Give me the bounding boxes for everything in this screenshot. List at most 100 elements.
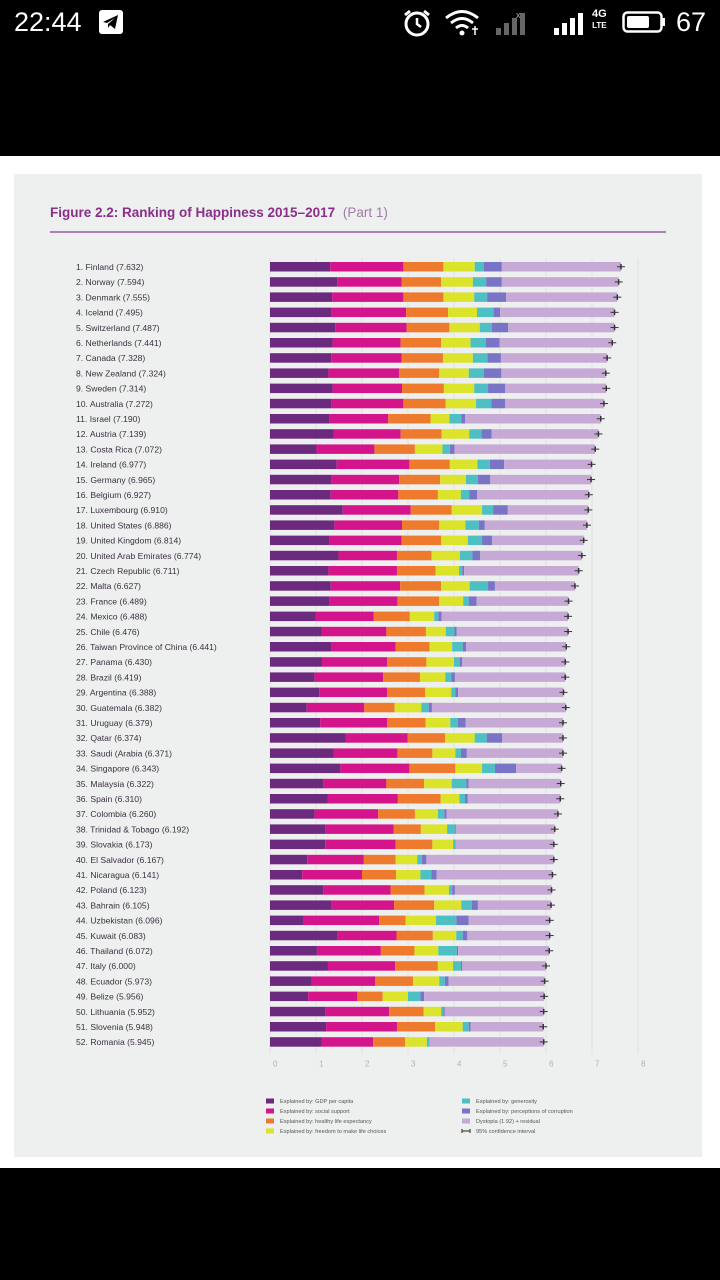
bar-segment bbox=[270, 383, 333, 394]
bar-segment bbox=[453, 839, 456, 850]
bar-segment bbox=[474, 383, 489, 394]
wifi-icon bbox=[445, 10, 479, 36]
bar-segment bbox=[459, 550, 473, 561]
bar-segment bbox=[387, 687, 426, 698]
bar-segment bbox=[316, 444, 375, 454]
country-label: 8. New Zealand (7.324) bbox=[76, 368, 166, 378]
legend-label: Explained by: social support bbox=[280, 1109, 350, 1115]
legend-swatch bbox=[462, 1108, 470, 1114]
bar-segment bbox=[464, 566, 579, 576]
bar-segment bbox=[459, 566, 463, 576]
bar-segment bbox=[474, 733, 487, 743]
bar-segment bbox=[474, 292, 488, 302]
country-label: 43. Bahrain (6.105) bbox=[76, 900, 150, 910]
bar-segment bbox=[270, 763, 341, 774]
bar-segment bbox=[329, 596, 398, 606]
bar-segment bbox=[485, 338, 500, 348]
bar-segment bbox=[494, 581, 575, 591]
bar-segment bbox=[323, 778, 387, 789]
network-type: 4G LTE bbox=[592, 8, 607, 32]
bar-segment bbox=[400, 338, 442, 348]
bar-segment bbox=[477, 474, 491, 485]
bar-segment bbox=[449, 414, 462, 424]
country-label: 47. Italy (6.000) bbox=[76, 961, 136, 971]
bar-segment bbox=[302, 870, 362, 880]
country-label: 29. Argentina (6.388) bbox=[76, 688, 156, 698]
bar-segment bbox=[461, 414, 466, 424]
bar-segment bbox=[483, 262, 502, 272]
bar-segment bbox=[462, 657, 566, 667]
bar-segment bbox=[410, 505, 452, 515]
bar-segment bbox=[270, 490, 331, 500]
bar-segment bbox=[398, 490, 438, 500]
bar-segment bbox=[449, 444, 455, 454]
bar-segment bbox=[270, 414, 330, 424]
figure-page: Figure 2.2: Ranking of Happiness 2015–20… bbox=[14, 174, 702, 1157]
bar-segment bbox=[465, 520, 479, 530]
country-label: 1. Finland (7.632) bbox=[76, 262, 143, 272]
bar-segment bbox=[482, 505, 494, 515]
bar-segment bbox=[441, 1006, 444, 1017]
bar-segment bbox=[456, 930, 463, 941]
bar-segment bbox=[270, 870, 303, 880]
bar-segment bbox=[431, 702, 566, 713]
bar-segment bbox=[333, 748, 398, 758]
bar-segment bbox=[436, 870, 553, 880]
bar-segment bbox=[434, 900, 462, 910]
bar-segment bbox=[500, 353, 608, 363]
bar-segment bbox=[363, 854, 396, 865]
bar-segment bbox=[436, 915, 457, 926]
bar-segment bbox=[382, 991, 408, 1002]
bar-segment bbox=[439, 520, 466, 530]
chart-title: Figure 2.2: Ranking of Happiness 2015–20… bbox=[50, 205, 388, 220]
country-label: 48. Ecuador (5.973) bbox=[76, 976, 152, 986]
bar-segment bbox=[330, 581, 401, 591]
network-label: 4G bbox=[592, 8, 607, 20]
bar-segment bbox=[399, 368, 440, 378]
bar-segment bbox=[329, 414, 389, 424]
bar-segment bbox=[383, 672, 420, 682]
bar-segment bbox=[456, 946, 459, 956]
bar-segment bbox=[270, 718, 321, 728]
bar-segment bbox=[396, 930, 433, 941]
bar-segment bbox=[425, 687, 452, 698]
bar-segment bbox=[270, 444, 317, 454]
bar-segment bbox=[319, 687, 388, 698]
legend-swatch bbox=[266, 1128, 274, 1134]
bar-segment bbox=[421, 702, 429, 713]
bar-segment bbox=[429, 642, 453, 652]
bar-segment bbox=[270, 429, 334, 439]
bar-segment bbox=[401, 277, 442, 287]
bar-segment bbox=[454, 626, 457, 637]
bar-segment bbox=[468, 596, 477, 606]
bar-segment bbox=[270, 505, 343, 515]
bar-segment bbox=[270, 976, 312, 986]
bar-segment bbox=[472, 277, 487, 287]
bar-segment bbox=[445, 398, 477, 409]
bar-segment bbox=[270, 839, 326, 850]
bar-segment bbox=[467, 930, 550, 941]
bar-segment bbox=[453, 961, 461, 971]
x-tick-label: 4 bbox=[457, 1059, 462, 1068]
bar-segment bbox=[270, 566, 329, 576]
country-label: 39. Slovakia (6.173) bbox=[76, 840, 153, 850]
bar-segment bbox=[505, 398, 604, 409]
bar-segment bbox=[270, 262, 331, 272]
country-label: 2. Norway (7.594) bbox=[76, 277, 144, 287]
bar-segment bbox=[444, 976, 449, 986]
bar-segment bbox=[471, 900, 478, 910]
legend-label: Explained by: freedom to make life choic… bbox=[280, 1129, 387, 1135]
country-label: 27. Panama (6.430) bbox=[76, 657, 152, 667]
bar-segment bbox=[331, 642, 396, 652]
bar-segment bbox=[307, 854, 364, 865]
bar-segment bbox=[342, 505, 411, 515]
image-viewer[interactable]: Figure 2.2: Ranking of Happiness 2015–20… bbox=[0, 156, 720, 1168]
bar-segment bbox=[270, 398, 332, 409]
country-label: 33. Saudi (Arabia (6.371) bbox=[76, 748, 172, 758]
bar-segment bbox=[408, 991, 421, 1002]
bar-segment bbox=[270, 474, 332, 485]
bar-segment bbox=[395, 642, 430, 652]
bar-segment bbox=[402, 383, 444, 394]
bar-segment bbox=[462, 566, 465, 576]
bar-segment bbox=[516, 763, 562, 774]
